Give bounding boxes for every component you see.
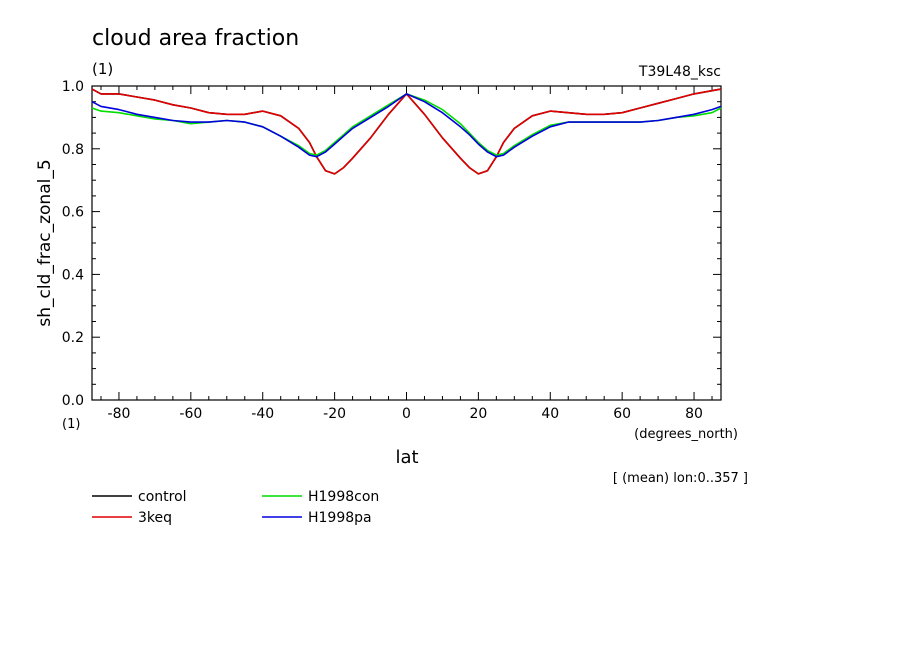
x-tick-label: 40 — [541, 406, 559, 422]
y-tick-label: 0.0 — [62, 393, 84, 409]
legend-label: H1998pa — [308, 510, 372, 526]
series-line-3keq — [91, 88, 722, 175]
y-tick-label: 0.2 — [62, 330, 84, 346]
series-line-h1998con — [91, 93, 722, 156]
axis-tick-labels: -80 -60 -40 -20 0 20 40 60 80 0.0 0.2 0.4 0.6 0.8 1.0 — [62, 79, 703, 422]
x-axis-label: lat — [395, 447, 418, 468]
title-units: (1) — [92, 60, 113, 78]
legend-label: 3keq — [138, 510, 172, 526]
averaging-note: [ (mean) lon:0..357 ] — [613, 471, 748, 486]
x-tick-label: 20 — [469, 406, 487, 422]
axis-ticks — [92, 85, 721, 401]
x-tick-label: 0 — [402, 406, 411, 422]
y-tick-label: 0.4 — [62, 267, 84, 283]
chart-title: cloud area fraction — [92, 26, 299, 51]
x-tick-label: -80 — [108, 406, 131, 422]
x-tick-label: -20 — [323, 406, 346, 422]
plot-frame — [91, 85, 722, 401]
y-axis-label: sh_cld_frac_zonal_5 — [35, 159, 55, 326]
y-axis-units: (1) — [62, 417, 80, 432]
x-tick-label: 60 — [613, 406, 631, 422]
x-tick-label: -60 — [179, 406, 202, 422]
legend-label: H1998con — [308, 489, 379, 505]
plot-area — [91, 85, 722, 401]
series-line-h1998pa — [91, 93, 722, 158]
series-lines — [91, 88, 722, 175]
experiment-label: T39L48_ksc — [638, 64, 721, 80]
y-tick-label: 0.6 — [62, 205, 84, 221]
legend: control 3keq H1998con H1998pa — [92, 489, 379, 526]
x-axis-units: (degrees_north) — [634, 427, 738, 442]
y-tick-label: 1.0 — [62, 79, 84, 95]
x-tick-label: 80 — [685, 406, 703, 422]
x-tick-label: -40 — [251, 406, 274, 422]
legend-label: control — [138, 489, 187, 505]
series-line-control — [91, 88, 722, 175]
y-tick-label: 0.8 — [62, 142, 84, 158]
